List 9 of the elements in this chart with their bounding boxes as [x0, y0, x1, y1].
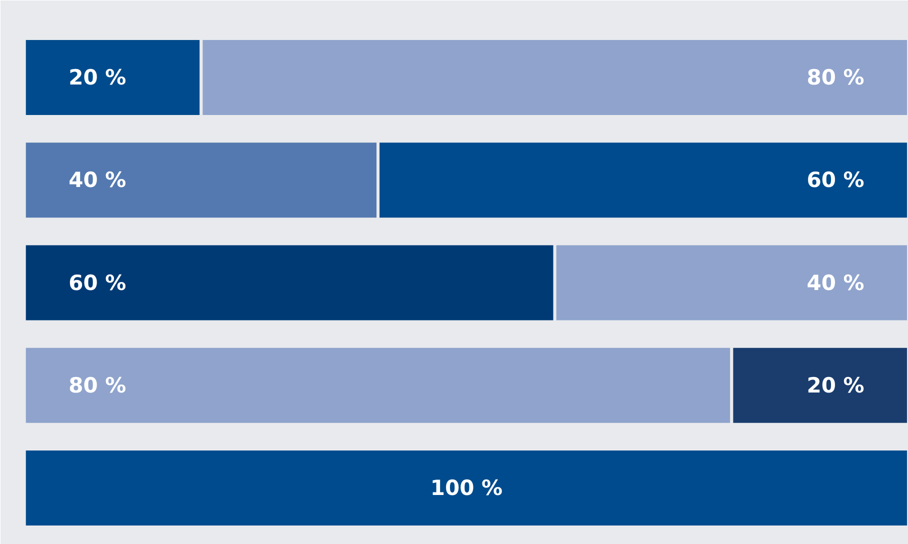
data-label: 100 % — [430, 476, 503, 500]
data-label: 40 % — [806, 270, 864, 295]
data-label: 60 % — [806, 168, 864, 192]
data-label: 60 % — [68, 270, 126, 295]
data-label: 20 % — [68, 65, 126, 90]
data-label: 20 % — [806, 373, 864, 398]
data-label: 80 % — [68, 373, 126, 398]
data-label: 40 % — [68, 168, 126, 192]
data-label: 80 % — [806, 65, 864, 90]
